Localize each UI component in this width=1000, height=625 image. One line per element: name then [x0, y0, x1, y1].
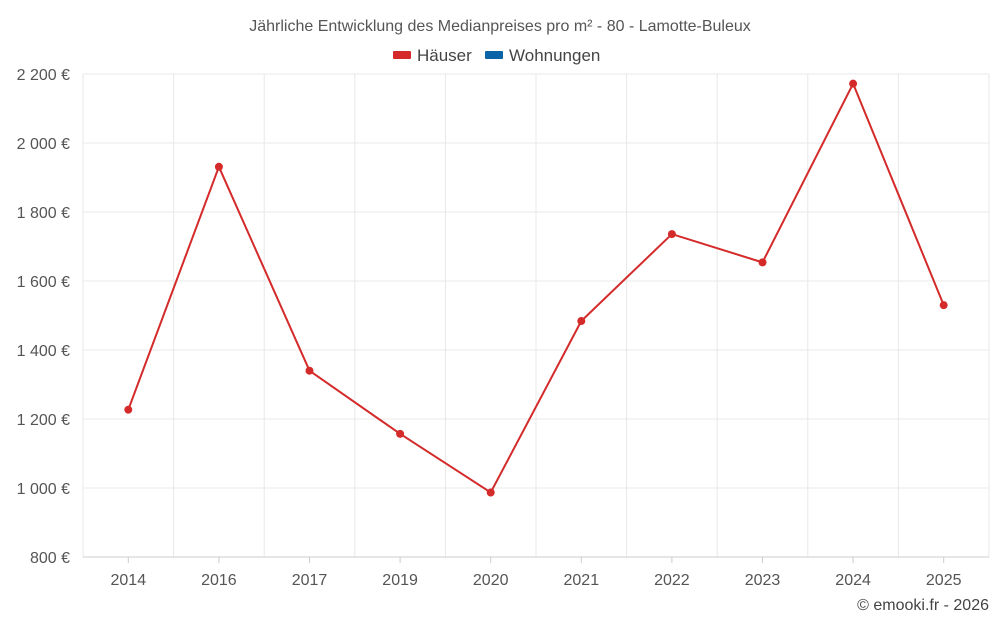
y-tick-label: 800 €: [30, 550, 70, 567]
grid: [82, 73, 990, 557]
data-point[interactable]: [124, 405, 133, 414]
data-point[interactable]: [305, 366, 314, 375]
legend-label-wohnungen: Wohnungen: [509, 46, 600, 65]
data-point[interactable]: [577, 317, 586, 326]
y-tick-label: 1 600 €: [17, 274, 70, 291]
data-point[interactable]: [486, 488, 495, 497]
data-point[interactable]: [939, 301, 948, 310]
series-line-0: [127, 81, 945, 494]
y-tick-label: 1 800 €: [17, 205, 70, 222]
legend-item-wohnungen[interactable]: Wohnungen: [485, 46, 600, 65]
y-tick-label: 1 200 €: [17, 412, 70, 429]
y-tick-label: 1 400 €: [17, 343, 70, 360]
legend: Häuser Wohnungen: [393, 46, 600, 65]
legend-label-haeuser: Häuser: [417, 46, 472, 65]
legend-item-haeuser[interactable]: Häuser: [393, 46, 472, 65]
plot-area: [124, 79, 948, 497]
data-point[interactable]: [849, 79, 858, 88]
y-tick-label: 1 000 €: [17, 481, 70, 498]
x-tick-label: 2019: [382, 572, 418, 589]
x-tick-label: 2023: [745, 572, 781, 589]
credit-text: © emooki.fr - 2026: [857, 597, 989, 614]
data-point[interactable]: [396, 429, 405, 438]
chart-title: Jährliche Entwicklung des Medianpreises …: [249, 18, 751, 35]
y-tick-label: 2 000 €: [17, 136, 70, 153]
x-tick-label: 2021: [564, 572, 600, 589]
data-point[interactable]: [667, 230, 676, 239]
x-tick-label: 2024: [835, 572, 871, 589]
x-tick-label: 2017: [292, 572, 328, 589]
data-point[interactable]: [214, 162, 223, 171]
legend-swatch-haeuser: [393, 51, 411, 59]
x-tick-label: 2025: [926, 572, 962, 589]
x-tick-label: 2016: [201, 572, 237, 589]
y-axis: 800 € 1 000 € 1 200 € 1 400 € 1 600 € 1 800 €…: [17, 67, 70, 567]
y-tick-label: 2 200 €: [17, 67, 70, 84]
x-tick-label: 2020: [473, 572, 509, 589]
data-point[interactable]: [758, 258, 767, 267]
x-tick-label: 2022: [654, 572, 690, 589]
x-axis: 2014 2016 2017 2019 2020 2021 2022 2023 2024 2025: [83, 556, 989, 589]
x-tick-label: 2014: [111, 572, 147, 589]
legend-swatch-wohnungen: [485, 51, 503, 59]
